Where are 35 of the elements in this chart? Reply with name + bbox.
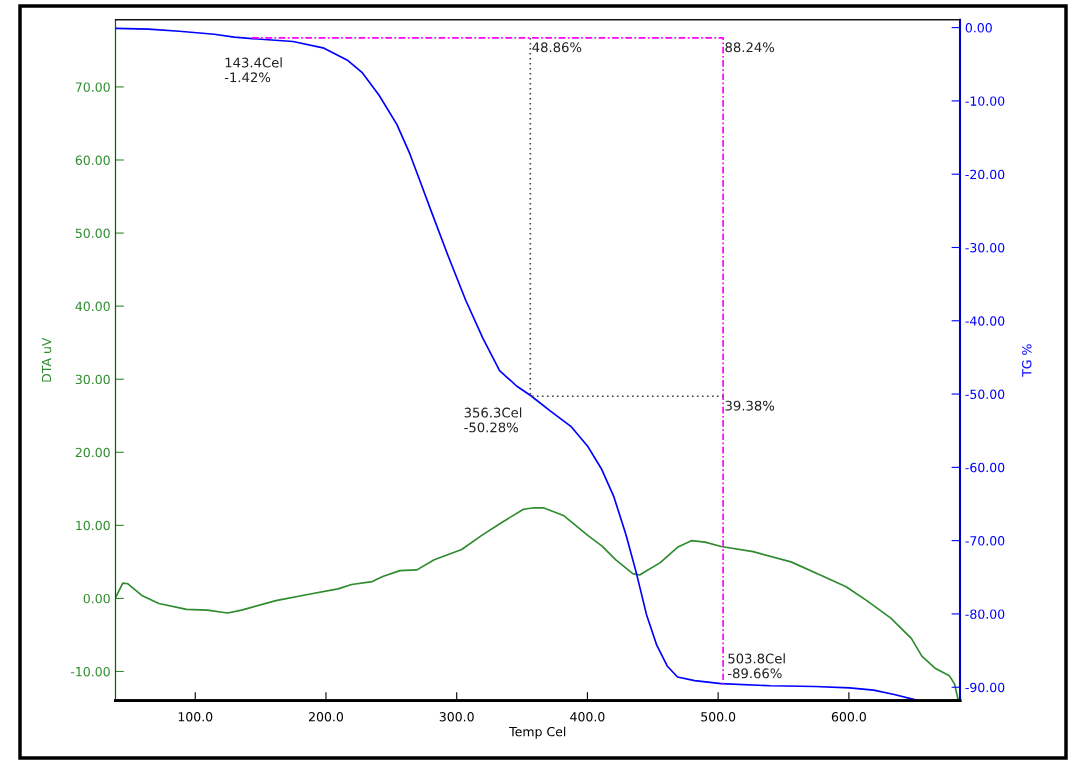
- y2-tick-label: -50.00: [965, 389, 1005, 399]
- y2-tick-label: -40.00: [965, 316, 1005, 326]
- x-tick-label: 600.0: [831, 712, 866, 722]
- x-tick-label: 300.0: [439, 712, 474, 722]
- y2-tick-label: -80.00: [965, 609, 1005, 619]
- y-tick-label: 0.00: [83, 593, 110, 604]
- y2-tick-label: -70.00: [965, 536, 1005, 546]
- annotation: 356.3Cel -50.28%: [464, 407, 522, 433]
- annotation: 503.8Cel -89.66%: [727, 653, 785, 679]
- y2-tick-label: -10.00: [965, 96, 1005, 106]
- annotation: 88.24%: [725, 42, 775, 53]
- x-axis-title: Temp Cel: [509, 726, 566, 739]
- y-tick-label: 50.00: [75, 228, 110, 238]
- y2-tick-label: -90.00: [965, 682, 1005, 693]
- y-axis-title: DTA uV: [41, 337, 52, 382]
- y-tick-label: 70.00: [75, 82, 110, 92]
- annotation: 48.86%: [532, 42, 582, 53]
- x-tick-label: 200.0: [308, 712, 344, 722]
- y2-axis-title: TG %: [1022, 344, 1032, 377]
- y-tick-label: 40.00: [75, 301, 110, 312]
- x-tick-label: 100.0: [178, 712, 213, 722]
- y2-tick-label: -30.00: [965, 242, 1005, 253]
- y2-tick-label: -60.00: [965, 462, 1005, 473]
- y-tick-label: 60.00: [75, 155, 110, 165]
- y-tick-label: 30.00: [75, 374, 110, 385]
- y-tick-label: 20.00: [75, 447, 110, 458]
- y-tick-label: -10.00: [70, 666, 110, 677]
- x-tick-label: 500.0: [701, 712, 736, 722]
- annotation: 39.38%: [725, 400, 775, 411]
- line-series: [115, 27, 916, 701]
- y2-tick-label: -20.00: [965, 169, 1005, 180]
- x-tick-label: 400.0: [570, 712, 605, 722]
- y2-tick-label: 0.00: [965, 23, 992, 33]
- annotation: 143.4Cel -1.42%: [224, 57, 282, 83]
- y-tick-label: 10.00: [76, 520, 110, 531]
